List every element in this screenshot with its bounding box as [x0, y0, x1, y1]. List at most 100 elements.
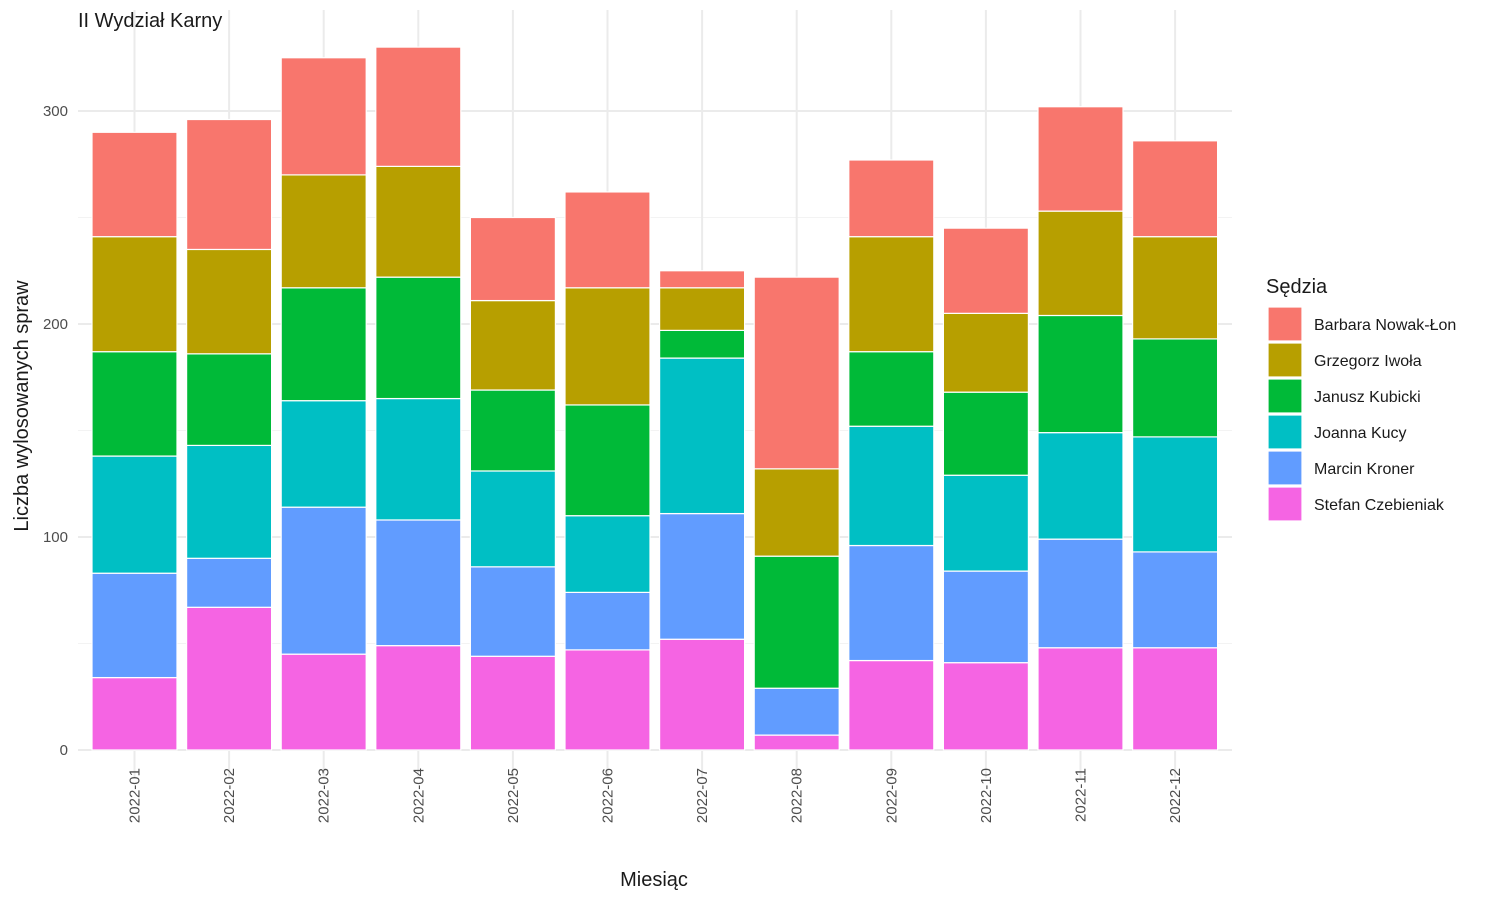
bar-segment [942, 227, 1030, 314]
x-tick-label: 2022-01 [127, 768, 144, 823]
bar-segment [564, 591, 651, 651]
bar-segment [753, 468, 840, 557]
x-tick-label: 2022-10 [978, 768, 995, 823]
bar-segment [280, 174, 367, 289]
bar-segment [848, 425, 935, 547]
x-tick-label: 2022-09 [883, 768, 900, 823]
x-tick-label: 2022-12 [1167, 768, 1184, 823]
bar-segment [280, 287, 367, 402]
bar-segment [848, 351, 935, 427]
y-tick-label: 200 [43, 316, 68, 333]
bar-segment [564, 515, 651, 593]
legend-swatch [1267, 306, 1303, 342]
bar-segment [564, 404, 651, 517]
legend-label: Marcin Kroner [1314, 461, 1415, 478]
bar-segment [469, 389, 556, 472]
bar-segment [1131, 236, 1219, 340]
bar-segment [564, 191, 651, 289]
bar-segment [280, 653, 367, 751]
bar-segment [375, 46, 462, 167]
bar-segment [1131, 436, 1219, 553]
bar-segment [848, 544, 935, 662]
bar-segment [848, 236, 935, 353]
y-axis-title: Liczba wylosowanych spraw [11, 280, 33, 532]
bar-segment [91, 572, 178, 679]
bar-segment [658, 638, 746, 751]
bar-segment [658, 329, 746, 359]
x-tick-label: 2022-02 [221, 768, 238, 823]
bar-segment [91, 131, 178, 238]
bar-segment [1131, 647, 1219, 751]
bar-segment [375, 397, 462, 521]
bar-segment [1131, 551, 1219, 649]
bar-segment [469, 216, 556, 302]
legend-swatch [1267, 378, 1303, 414]
bar-segment [942, 391, 1030, 476]
bar-segment [375, 165, 462, 278]
bar-segment [375, 645, 462, 751]
bar-segment [186, 606, 273, 751]
bar-segment [658, 512, 746, 640]
legend-swatch [1267, 414, 1303, 450]
bar-segment [469, 470, 556, 568]
bar-segment [280, 400, 367, 508]
x-tick-label: 2022-08 [789, 768, 806, 823]
x-axis-ticks: 2022-01 2022-02 2022-03 2022-04 2022-05 2022-… [127, 768, 1185, 823]
legend-label: Janusz Kubicki [1314, 389, 1421, 406]
legend-label: Grzegorz Iwoła [1314, 353, 1422, 370]
bar-segment [186, 118, 273, 251]
legend-swatch [1267, 486, 1303, 522]
bar-segment [280, 57, 367, 176]
bar-segment [942, 570, 1030, 664]
bar-segment [848, 659, 935, 751]
x-tick-label: 2022-03 [316, 768, 333, 823]
x-tick-label: 2022-04 [410, 768, 427, 823]
bar-segment [942, 662, 1030, 751]
bar-segment [375, 276, 462, 400]
bar-segment [658, 270, 746, 289]
bar-segment [1037, 538, 1124, 649]
bar-segment [469, 299, 556, 391]
bar-segment [848, 159, 935, 238]
bar-segment [1037, 314, 1124, 434]
bar-segment [753, 734, 840, 751]
y-tick-label: 300 [43, 103, 68, 120]
bar-segment [91, 676, 178, 751]
bar-segment [186, 557, 273, 608]
bar-segment [91, 455, 178, 574]
legend-swatch [1267, 342, 1303, 378]
bar-segment [1131, 338, 1219, 438]
y-tick-label: 100 [43, 529, 68, 546]
bar-segment [1037, 106, 1124, 212]
bar-segment [564, 287, 651, 406]
legend-label: Stefan Czebieniak [1314, 497, 1445, 514]
chart-title: II Wydział Karny [78, 10, 222, 32]
x-axis-title: Miesiąc [620, 869, 688, 891]
legend: Sędzia Barbara Nowak-Łon Grzegorz Iwoła Ja… [1266, 276, 1456, 522]
bar-segment [564, 649, 651, 751]
bar-segment [942, 312, 1030, 393]
bar-segment [658, 287, 746, 331]
x-tick-label: 2022-05 [505, 768, 522, 823]
bar-segment [753, 276, 840, 470]
bars [91, 46, 1219, 751]
bar-segment [91, 351, 178, 457]
y-tick-label: 0 [60, 742, 68, 759]
y-axis-ticks: 0 100 200 300 [43, 103, 68, 759]
legend-label: Joanna Kucy [1314, 425, 1407, 442]
x-tick-label: 2022-11 [1073, 768, 1090, 822]
bar-segment [469, 655, 556, 751]
bar-segment [469, 566, 556, 657]
bar-segment [942, 474, 1030, 572]
legend-swatch [1267, 450, 1303, 486]
legend-title: Sędzia [1266, 276, 1328, 298]
bar-segment [186, 248, 273, 355]
bar-segment [186, 444, 273, 559]
x-tick-label: 2022-06 [600, 768, 617, 823]
bar-segment [1131, 140, 1219, 238]
bar-segment [375, 519, 462, 647]
bar-segment [1037, 647, 1124, 751]
x-tick-label: 2022-07 [694, 768, 711, 823]
bar-segment [91, 236, 178, 353]
